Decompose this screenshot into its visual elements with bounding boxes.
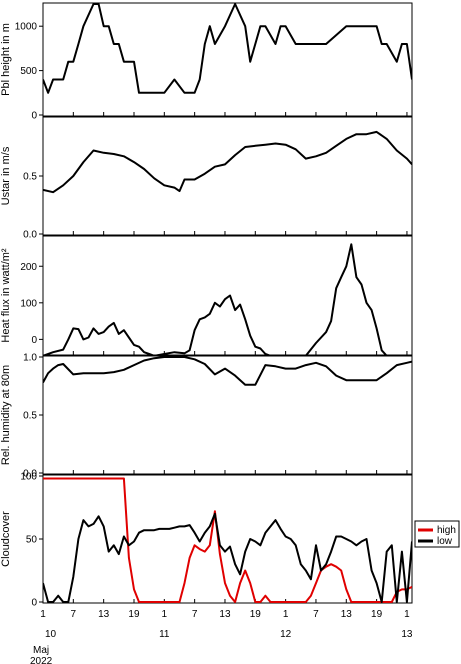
panel-2: 0.0 0.5 Ustar in m/s — [0, 116, 413, 241]
y-tick-label: 0.5 — [23, 411, 37, 422]
y-tick-label: 50 — [26, 535, 38, 546]
x-tick-label: 13 — [219, 609, 231, 620]
x-day-label: 13 — [401, 629, 413, 640]
x-day-label: 11 — [159, 629, 170, 640]
y-axis-label: Cloudcover — [0, 511, 12, 567]
panel-frame — [42, 2, 413, 117]
y-tick-label: 100 — [20, 298, 37, 309]
panel-4: 0.0 0.5 1.0 Rel. humidity at 80m — [0, 353, 413, 480]
y-tick-label: 0.0 — [23, 230, 37, 241]
series-line-high — [43, 477, 412, 603]
legend: high low — [414, 520, 460, 548]
x-tick-label: 19 — [128, 609, 140, 620]
x-tick-label: 1 — [404, 609, 410, 620]
y-tick-label: 0 — [31, 598, 37, 609]
y-tick-label: 1.0 — [23, 353, 37, 364]
y-tick-label: 0 — [31, 335, 37, 346]
legend-label-low: low — [437, 536, 453, 547]
panel-5: 0 50 100 Cloudcover — [0, 472, 413, 609]
x-day-label: 10 — [45, 629, 57, 640]
y-axis-label: Pbl height in m — [0, 23, 12, 96]
legend-label-high: high — [437, 525, 456, 536]
x-tick-label: 7 — [71, 609, 77, 620]
x-tick-label: 13 — [341, 609, 353, 620]
x-tick-label: 13 — [98, 609, 110, 620]
series-line-low — [43, 512, 412, 603]
x-day-label: 12 — [280, 629, 292, 640]
x-year-label: 2022 — [30, 656, 53, 664]
y-tick-label: 1000 — [15, 22, 38, 33]
series-line-panel2 — [43, 130, 412, 194]
series-line-panel3 — [43, 243, 388, 355]
x-tick-label: 7 — [313, 609, 319, 620]
y-tick-label: 200 — [20, 262, 37, 273]
y-tick-label: 500 — [20, 66, 37, 77]
y-axis-label: Rel. humidity at 80m — [0, 365, 12, 465]
x-tick-label: 1 — [283, 609, 289, 620]
x-tick-label: 1 — [40, 609, 46, 620]
x-tick-label: 7 — [192, 609, 198, 620]
y-tick-label: 100 — [20, 472, 37, 483]
y-tick-label: 0.0 — [23, 469, 37, 480]
panel-frame — [42, 474, 413, 604]
y-tick-label: 0 — [31, 111, 37, 122]
y-axis-label: Heat flux in watt/m² — [0, 248, 12, 342]
series-line-panel4 — [43, 356, 412, 386]
x-tick-label: 19 — [250, 609, 262, 620]
x-tick-label: 19 — [371, 609, 383, 620]
panel-frame — [42, 235, 413, 356]
x-month-label: Maj — [33, 645, 49, 656]
x-tick-label: 1 — [162, 609, 168, 620]
legend-box — [414, 520, 460, 548]
panel-3: 0 100 200 Heat flux in watt/m² — [0, 235, 413, 356]
series-line-panel1 — [43, 3, 412, 94]
y-axis-label: Ustar in m/s — [0, 146, 12, 205]
y-tick-label: 0.5 — [23, 172, 37, 183]
